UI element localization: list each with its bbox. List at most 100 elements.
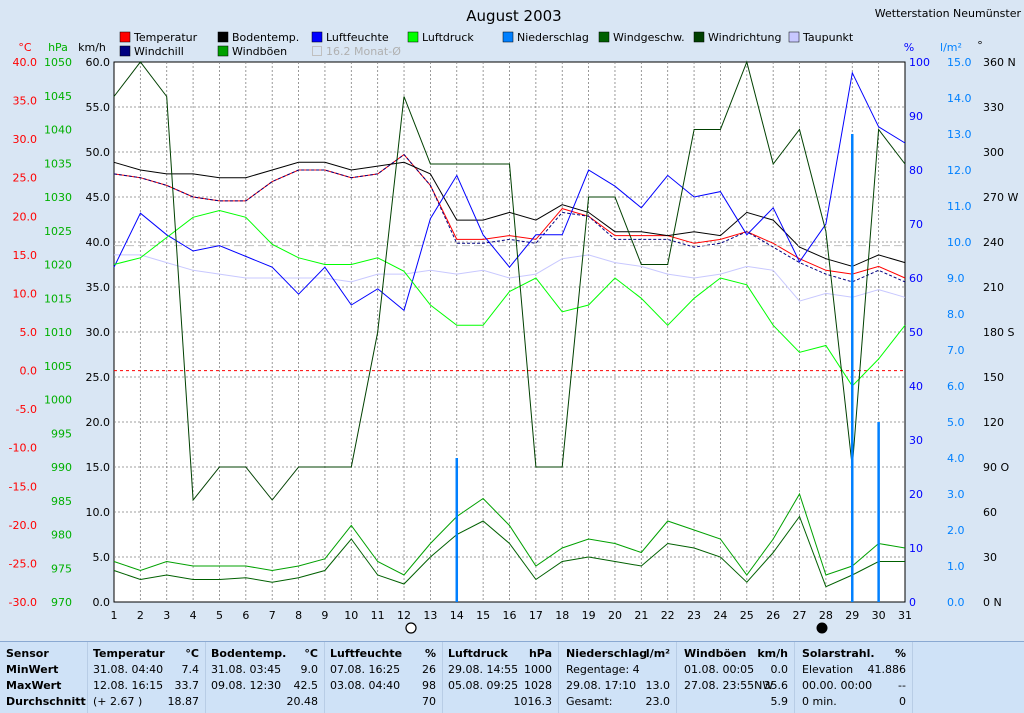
kmh-tick-label: 25.0 — [86, 371, 111, 384]
stats-cell: 0.0 — [770, 663, 789, 676]
celsius-tick-label: -30.0 — [9, 596, 37, 609]
x-tick-label: 7 — [269, 609, 276, 622]
stats-cell: 03.08. 04:40 — [330, 679, 401, 692]
legend-swatch — [693, 31, 705, 43]
stats-unit: % — [424, 647, 436, 660]
legend-label: Taupunkt — [802, 31, 854, 44]
x-tick-label: 30 — [872, 609, 886, 622]
celsius-tick-label: 10.0 — [13, 287, 38, 300]
x-tick-label: 26 — [766, 609, 780, 622]
unit-degree: ° — [977, 39, 983, 52]
lm2-tick-label: 3.0 — [947, 488, 965, 501]
series-line-luftdruck — [113, 209, 906, 387]
lm2-tick-label: 0.0 — [947, 596, 965, 609]
hpa-tick-label: 1040 — [44, 124, 72, 137]
x-tick-label: 16 — [503, 609, 517, 622]
x-tick-label: 10 — [344, 609, 358, 622]
series-layer — [113, 60, 906, 602]
legend-swatch — [119, 45, 131, 57]
x-tick-label: 17 — [529, 609, 543, 622]
celsius-tick-label: -20.0 — [9, 519, 37, 532]
stats-unit: °C — [304, 647, 318, 660]
x-tick-label: 31 — [898, 609, 912, 622]
stats-cell: 1000 — [524, 663, 552, 676]
x-tick-label: 12 — [397, 609, 411, 622]
x-tick-label: 14 — [450, 609, 464, 622]
grid — [114, 62, 905, 602]
series-line-windb-en — [113, 492, 906, 576]
legend-label: Bodentemp. — [232, 31, 299, 44]
lm2-tick-label: 4.0 — [947, 452, 965, 465]
x-tick-label: 23 — [687, 609, 701, 622]
celsius-tick-label: -25.0 — [9, 557, 37, 570]
series-line-windrichtung — [113, 60, 906, 502]
kmh-tick-label: 60.0 — [86, 56, 111, 69]
legend-label: Luftdruck — [422, 31, 474, 44]
stats-cell: 1016.3 — [513, 695, 553, 708]
x-tick-label: 18 — [555, 609, 569, 622]
stats-cell: 07.08. 16:25 — [330, 663, 401, 676]
hpa-tick-label: 990 — [51, 461, 72, 474]
kmh-tick-label: 55.0 — [86, 101, 111, 114]
stats-cell: Elevation — [802, 663, 854, 676]
stats-cell: Regentage: 4 — [566, 663, 640, 676]
stats-cell: 0 min. — [802, 695, 837, 708]
degree-tick-label: 0 N — [983, 596, 1002, 609]
unit-kmh: km/h — [78, 41, 106, 54]
kmh-tick-label: 15.0 — [86, 461, 111, 474]
series-line-windgeschw — [113, 515, 905, 588]
legend-swatch — [311, 31, 323, 43]
legend-label: 16.2 Monat-Ø — [326, 45, 401, 58]
percent-tick-label: 70 — [909, 218, 923, 231]
celsius-tick-label: 30.0 — [13, 133, 38, 146]
degree-tick-label: 300 — [983, 146, 1004, 159]
stats-column-solarstrahl: Solarstrahl. % Elevation 41.886 00.00. 0… — [795, 642, 913, 713]
kmh-tick-label: 40.0 — [86, 236, 111, 249]
stats-cell: 70 — [422, 695, 436, 708]
hpa-tick-label: 1045 — [44, 90, 72, 103]
hpa-tick-label: 1005 — [44, 360, 72, 373]
unit-celsius: °C — [18, 41, 32, 54]
percent-tick-label: 90 — [909, 110, 923, 123]
lm2-tick-label: 14.0 — [947, 92, 972, 105]
percent-tick-label: 50 — [909, 326, 923, 339]
stats-header: Niederschlag — [566, 647, 648, 660]
kmh-tick-label: 35.0 — [86, 281, 111, 294]
series-line-bodentemp — [113, 161, 906, 267]
hpa-tick-label: 1010 — [44, 326, 72, 339]
unit-hpa: hPa — [48, 41, 68, 54]
kmh-tick-label: 30.0 — [86, 326, 111, 339]
celsius-tick-label: -15.0 — [9, 480, 37, 493]
x-tick-label: 19 — [582, 609, 596, 622]
x-tick-label: 21 — [634, 609, 648, 622]
stats-cell: 29.08. 17:10 — [566, 679, 637, 692]
stats-header: Windböen — [684, 647, 747, 660]
x-tick-label: 8 — [295, 609, 302, 622]
stats-column-luftdruck: Luftdruck hPa 29.08. 14:55 1000 05.08. 0… — [443, 642, 559, 713]
celsius-tick-label: 15.0 — [13, 249, 38, 262]
series-line-taupunkt — [114, 254, 906, 302]
percent-tick-label: 10 — [909, 542, 923, 555]
hpa-tick-label: 1035 — [44, 157, 72, 170]
stats-cell: 01.08. 00:05 — [684, 663, 755, 676]
stats-column-sensor: Sensor MinWert MaxWert Durchschnitt — [0, 642, 88, 713]
legend: Temperatur Bodentemp. Luftfeuchte Luftdruck… — [119, 31, 854, 58]
percent-tick-label: 60 — [909, 272, 923, 285]
degree-tick-label: 60 — [983, 506, 997, 519]
stats-header: Sensor — [6, 647, 49, 660]
stats-cell: 23.0 — [645, 695, 671, 708]
celsius-tick-label: 40.0 — [13, 56, 38, 69]
legend-swatch — [312, 46, 322, 56]
stats-cell: 31.08. 04:40 — [93, 663, 164, 676]
stats-cell: -- — [898, 679, 906, 692]
legend-swatch — [788, 31, 800, 43]
kmh-tick-label: 0.0 — [93, 596, 111, 609]
lm2-tick-label: 10.0 — [947, 236, 972, 249]
stats-cell: 9.0 — [300, 663, 319, 676]
hpa-tick-label: 1025 — [44, 225, 72, 238]
stats-cell: 27.08. 23:55NW — [684, 679, 774, 692]
celsius-tick-label: -10.0 — [9, 442, 37, 455]
unit-lm2: l/m² — [940, 41, 962, 54]
degree-tick-label: 330 — [983, 101, 1004, 114]
stats-cell: 31.08. 03:45 — [211, 663, 282, 676]
